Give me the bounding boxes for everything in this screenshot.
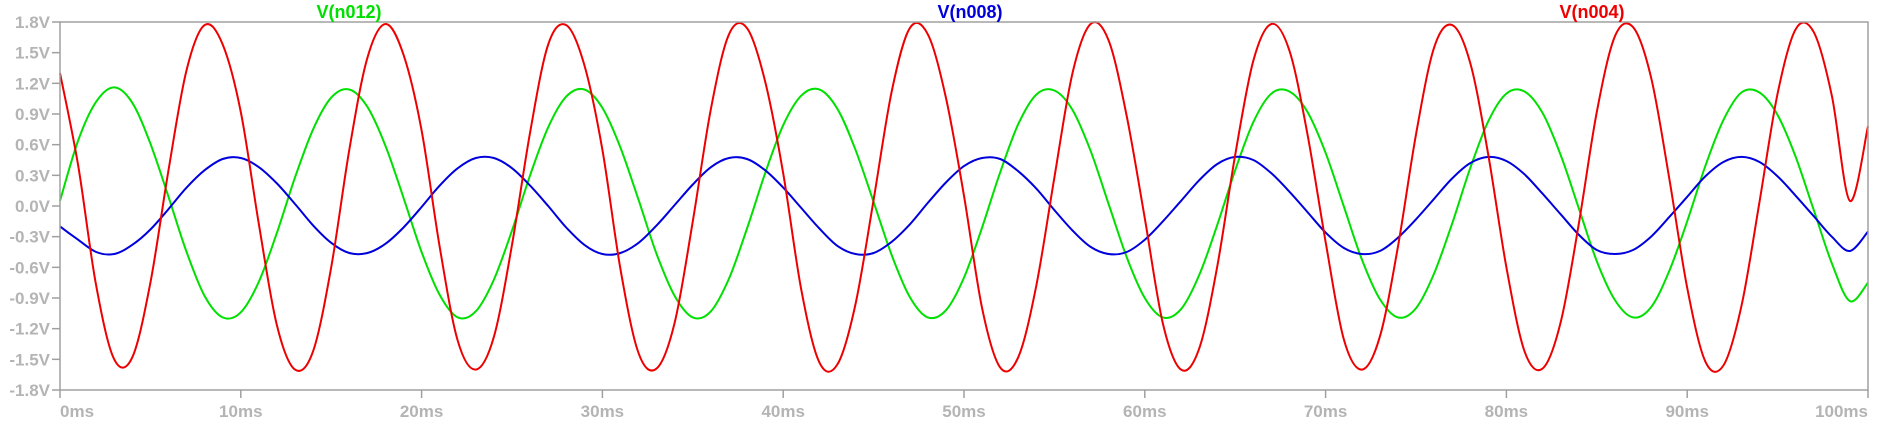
trace-vn004[interactable] [59,21,1869,373]
y-tick-label: -1.8V [9,381,50,400]
x-tick-label: 90ms [1665,402,1708,421]
legend: V(n012) V(n008) V(n004) [316,2,1624,22]
y-tick-label: -0.3V [9,228,50,247]
legend-label-vn004[interactable]: V(n004) [1559,2,1624,22]
x-tick-label: 50ms [942,402,985,421]
x-tick-label: 80ms [1485,402,1528,421]
y-tick-label: -1.2V [9,320,50,339]
y-tick-label: 0.0V [15,197,51,216]
x-tick-label: 0ms [60,402,94,421]
trace-vn008[interactable] [59,155,1869,256]
legend-label-vn012[interactable]: V(n012) [316,2,381,22]
trace-vn012[interactable] [59,86,1869,320]
x-tick-label: 40ms [761,402,804,421]
y-tick-label: -1.5V [9,350,50,369]
x-tick-label: 70ms [1304,402,1347,421]
y-tick-label: 0.6V [15,136,51,155]
traces-layer [59,21,1869,373]
y-tick-label: 1.2V [15,74,51,93]
y-tick-label: 1.8V [15,13,51,32]
x-tick-label: 60ms [1123,402,1166,421]
y-axis: 1.8V 1.5V 1.2V 0.9V 0.6V 0.3V 0.0V -0.3V -0.6V -0… [9,13,60,400]
x-tick-label: 10ms [219,402,262,421]
x-tick-label: 30ms [581,402,624,421]
x-tick-label: 20ms [400,402,443,421]
y-tick-label: 1.5V [15,44,51,63]
y-tick-label: 0.9V [15,105,51,124]
x-axis: 0ms 10ms 20ms 30ms 40ms 50ms 60ms 70ms 80ms 90ms 1… [59,390,1869,421]
y-tick-label: -0.6V [9,258,50,277]
legend-label-vn008[interactable]: V(n008) [937,2,1002,22]
x-tick-label: 100ms [1815,402,1868,421]
y-tick-label: 0.3V [15,166,51,185]
y-tick-label: -0.9V [9,289,50,308]
